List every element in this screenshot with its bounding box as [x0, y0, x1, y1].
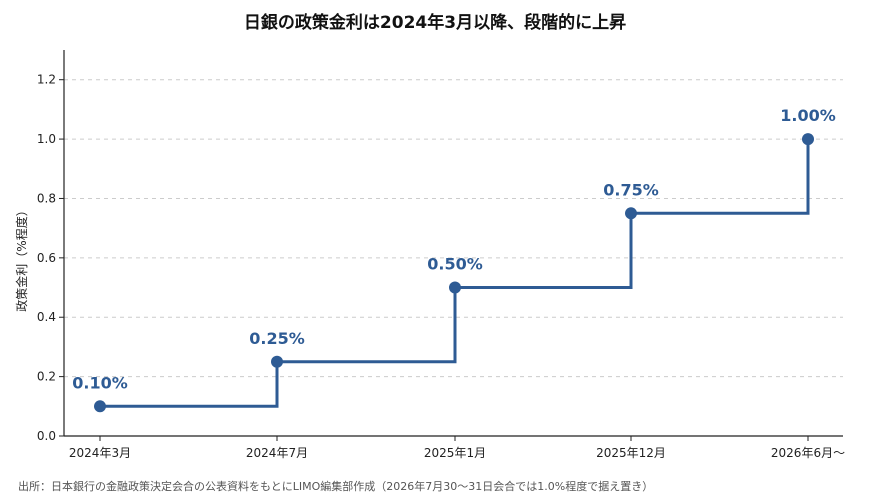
data-labels: 0.10% 0.25% 0.50% 0.75% 1.00% [72, 106, 836, 392]
x-tick-label: 2024年7月 [246, 446, 308, 460]
x-tick-labels: 2024年3月 2024年7月 2025年1月 2025年12月 2026年6月〜 [69, 446, 845, 460]
series-step-line [94, 133, 814, 413]
x-tick-label: 2025年12月 [596, 446, 666, 460]
data-point [94, 400, 106, 413]
x-tick-label: 2025年1月 [424, 446, 486, 460]
data-label: 0.25% [249, 329, 305, 348]
grid-lines [64, 79, 843, 378]
data-label: 0.75% [603, 180, 659, 199]
data-point [802, 133, 814, 146]
source-note: 出所：日本銀行の金融政策決定会合の公表資料をもとにLIMO編集部作成（2026年… [18, 480, 654, 493]
data-point [271, 355, 283, 368]
data-label: 0.50% [427, 255, 483, 274]
x-tick-label: 2026年6月〜 [771, 446, 845, 460]
y-tick-label: 0.0 [37, 429, 56, 443]
y-axis-label: 政策金利（%程度） [14, 204, 29, 311]
y-tick-label: 0.8 [37, 191, 56, 205]
y-tick-label: 1.0 [37, 132, 56, 146]
data-point [449, 281, 461, 294]
y-tick-label: 0.2 [37, 370, 56, 384]
y-tick-labels: 0.0 0.2 0.4 0.6 0.8 1.0 1.2 [37, 73, 56, 443]
y-tick-label: 0.4 [37, 310, 56, 324]
axes [59, 50, 843, 441]
data-label: 0.10% [72, 373, 128, 392]
chart-title: 日銀の政策金利は2024年3月以降、段階的に上昇 [243, 13, 627, 33]
y-tick-label: 1.2 [37, 73, 56, 87]
x-tick-label: 2024年3月 [69, 446, 131, 460]
data-point [625, 207, 637, 220]
y-tick-label: 0.6 [37, 251, 56, 265]
data-label: 1.00% [780, 106, 836, 125]
